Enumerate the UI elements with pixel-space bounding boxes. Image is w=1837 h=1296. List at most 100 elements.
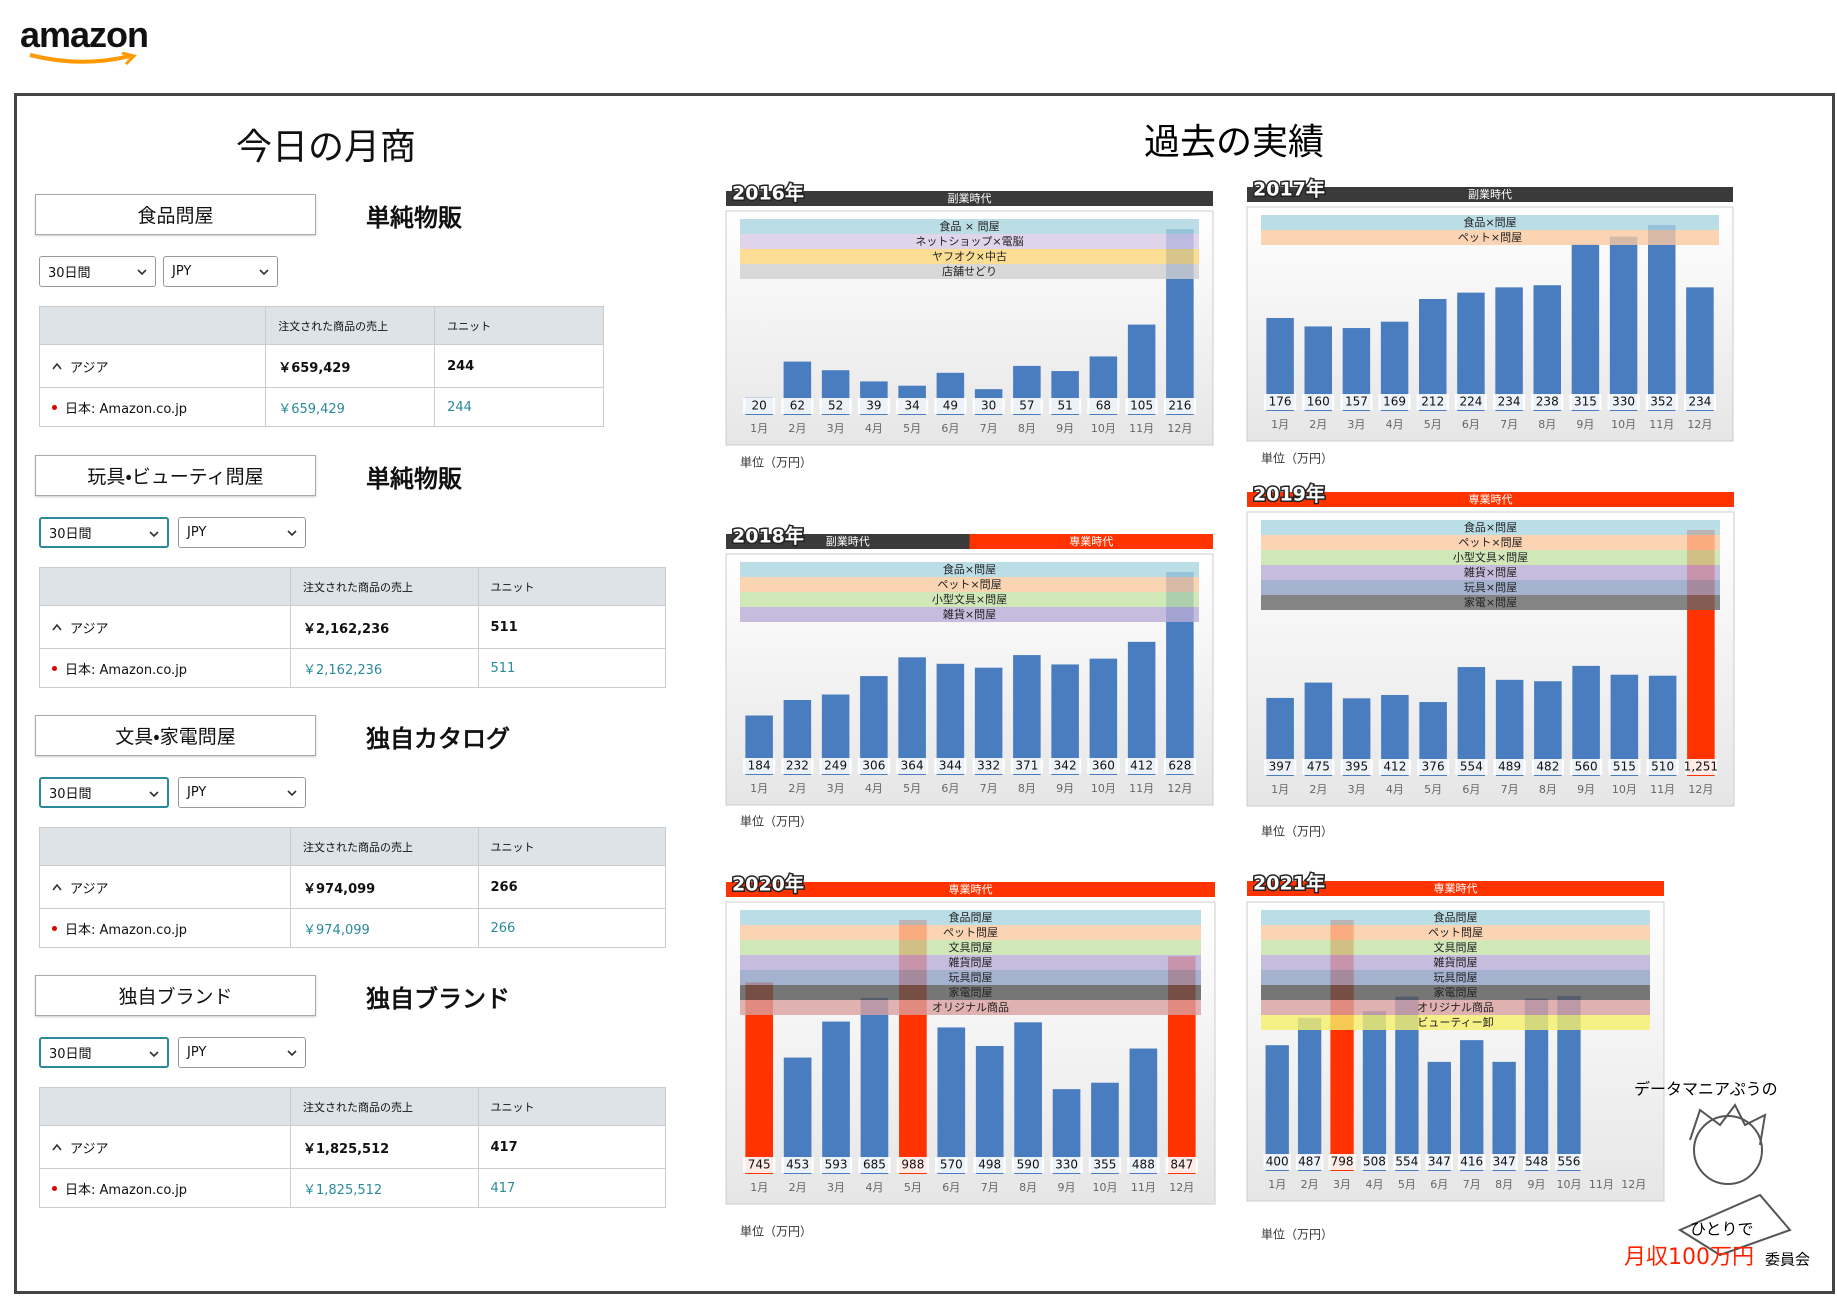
chart-title: 2019年 <box>1253 483 1325 506</box>
x-tick-label: 12月 <box>1167 422 1192 435</box>
band-label: 雑貨×問屋 <box>1464 565 1517 579</box>
sales-table: 注文された商品の売上 ユニット アジア ￥659,429 244 日本: Amazon.c… <box>39 306 604 427</box>
x-tick-label: 7月 <box>980 422 998 435</box>
value-label: 412 <box>1130 759 1153 773</box>
value-label-box <box>819 398 852 414</box>
band-label: 雑貨問屋 <box>1434 955 1478 969</box>
value-label: 344 <box>939 759 962 773</box>
value-label-box <box>1645 394 1678 410</box>
value-label: 554 <box>1395 1155 1418 1169</box>
x-tick-label: 4月 <box>865 1181 883 1194</box>
currency-select[interactable]: JPY <box>178 777 306 808</box>
x-tick-label: 1月 <box>750 422 768 435</box>
footer-line2: ひとりで <box>1690 1220 1754 1239</box>
x-tick-label: 11月 <box>1131 1181 1156 1194</box>
bar-chart: 専業時代 2021年 1月 2月 3月 4月 5月 6月 7月 8月 9月 10月 11月 12月 食品問屋… <box>1246 870 1665 1242</box>
bar-chart: 副業時代 専業時代 2018年 1月 2月 3月 4月 5月 6月 7月 8月 9月 10月 11月 12月… <box>725 523 1214 829</box>
value-label: 184 <box>748 759 771 773</box>
x-tick-label: 4月 <box>1386 418 1404 431</box>
value-label: 376 <box>1422 760 1445 774</box>
bar-chart: 副業時代 2017年 1月 2月 3月 4月 5月 6月 7月 8月 9月 10月 11月 12月 食品×問… <box>1246 176 1734 466</box>
x-tick-label: 4月 <box>865 422 883 435</box>
x-tick-label: 9月 <box>1058 1181 1076 1194</box>
era-label: 専業時代 <box>1069 535 1113 548</box>
band-label: 小型文具×問屋 <box>1453 550 1528 564</box>
value-label: 590 <box>1017 1158 1040 1172</box>
chevron <box>287 1050 297 1057</box>
cell-text: 244 <box>447 399 472 415</box>
currency-select[interactable]: JPY <box>178 517 306 548</box>
value-label: 160 <box>1307 395 1330 409</box>
panel-kind: 単純物販 <box>366 204 462 232</box>
bar <box>1014 1022 1042 1174</box>
table-cell: アジア <box>40 345 265 387</box>
value-label-box <box>1165 1157 1198 1173</box>
category-band <box>1261 970 1650 985</box>
value-label-box <box>1296 1154 1324 1170</box>
value-label: 352 <box>1650 395 1673 409</box>
bar <box>1492 1061 1516 1171</box>
table-row: アジア ￥659,429 244 <box>40 344 603 387</box>
value-label: 30 <box>981 399 996 413</box>
band-label: ビューティー卸 <box>1417 1015 1493 1029</box>
period-select[interactable]: 30日間 <box>39 777 169 808</box>
band-label: 家電問屋 <box>949 985 993 999</box>
category-band <box>1261 1000 1650 1015</box>
x-tick-label: 5月 <box>1424 783 1442 796</box>
bar <box>1609 236 1638 411</box>
value-label-box <box>973 1157 1006 1173</box>
value-label-box <box>1163 758 1196 774</box>
x-tick-label: 10月 <box>1556 1178 1581 1191</box>
cell-text: 日本: Amazon.co.jp <box>65 1182 188 1198</box>
x-tick-label: 6月 <box>1430 1178 1448 1191</box>
period-select[interactable]: 30日間 <box>39 1037 169 1068</box>
header-cell: 注文された商品の売上 <box>290 828 478 865</box>
value-label: 332 <box>977 759 1000 773</box>
value-label: 49 <box>943 399 958 413</box>
table-cell: ￥974,099 <box>290 866 478 908</box>
value-label-box <box>1493 759 1526 775</box>
value-label: 249 <box>824 759 847 773</box>
category-band <box>1261 520 1720 535</box>
bar <box>1686 287 1714 411</box>
value-label-box <box>972 398 1005 414</box>
cell-text: ￥659,429 <box>278 360 351 376</box>
x-tick-label: 9月 <box>1528 1178 1546 1191</box>
footer-highlight: 月収100万円 <box>1624 1245 1754 1270</box>
chart-title: 2018年 <box>732 525 804 548</box>
value-label: 554 <box>1460 760 1483 774</box>
cell-text: ￥659,429 <box>278 401 345 417</box>
frame <box>14 93 1835 1294</box>
value-label: 330 <box>1612 395 1635 409</box>
era-banner <box>1247 187 1733 202</box>
currency-select[interactable]: JPY <box>163 256 278 287</box>
category-band <box>1261 940 1650 955</box>
period-select[interactable]: 30日間 <box>39 517 169 548</box>
x-tick-label: 6月 <box>942 1181 960 1194</box>
chevron <box>137 269 147 276</box>
panel-kind: 独自カタログ <box>366 725 510 753</box>
x-tick-label: 5月 <box>1424 418 1442 431</box>
value-label-box <box>1455 759 1488 775</box>
footer-line1: データマニアぷうの <box>1634 1080 1778 1099</box>
value-label: 212 <box>1421 395 1444 409</box>
table-cell: 417 <box>477 1169 666 1207</box>
period-select[interactable]: 30日間 <box>39 256 156 287</box>
category-band <box>1261 550 1720 565</box>
band-label: ペット×問屋 <box>937 578 1001 591</box>
chevron <box>149 1051 159 1058</box>
mascot <box>1677 1103 1792 1257</box>
bar <box>1419 298 1447 411</box>
value-label: 593 <box>825 1158 848 1172</box>
category-band <box>740 1000 1201 1015</box>
cell-text: アジア <box>70 881 109 897</box>
value-label-box <box>1531 759 1564 775</box>
header-cell: ユニット <box>477 568 666 605</box>
value-label-box <box>1302 759 1335 775</box>
value-label-box <box>1087 758 1120 774</box>
value-label: 216 <box>1168 399 1191 413</box>
value-label: 234 <box>1498 395 1521 409</box>
band-label: 文具問屋 <box>1434 940 1478 954</box>
left-title: 今日の月商 <box>235 127 416 168</box>
currency-select[interactable]: JPY <box>178 1037 306 1068</box>
